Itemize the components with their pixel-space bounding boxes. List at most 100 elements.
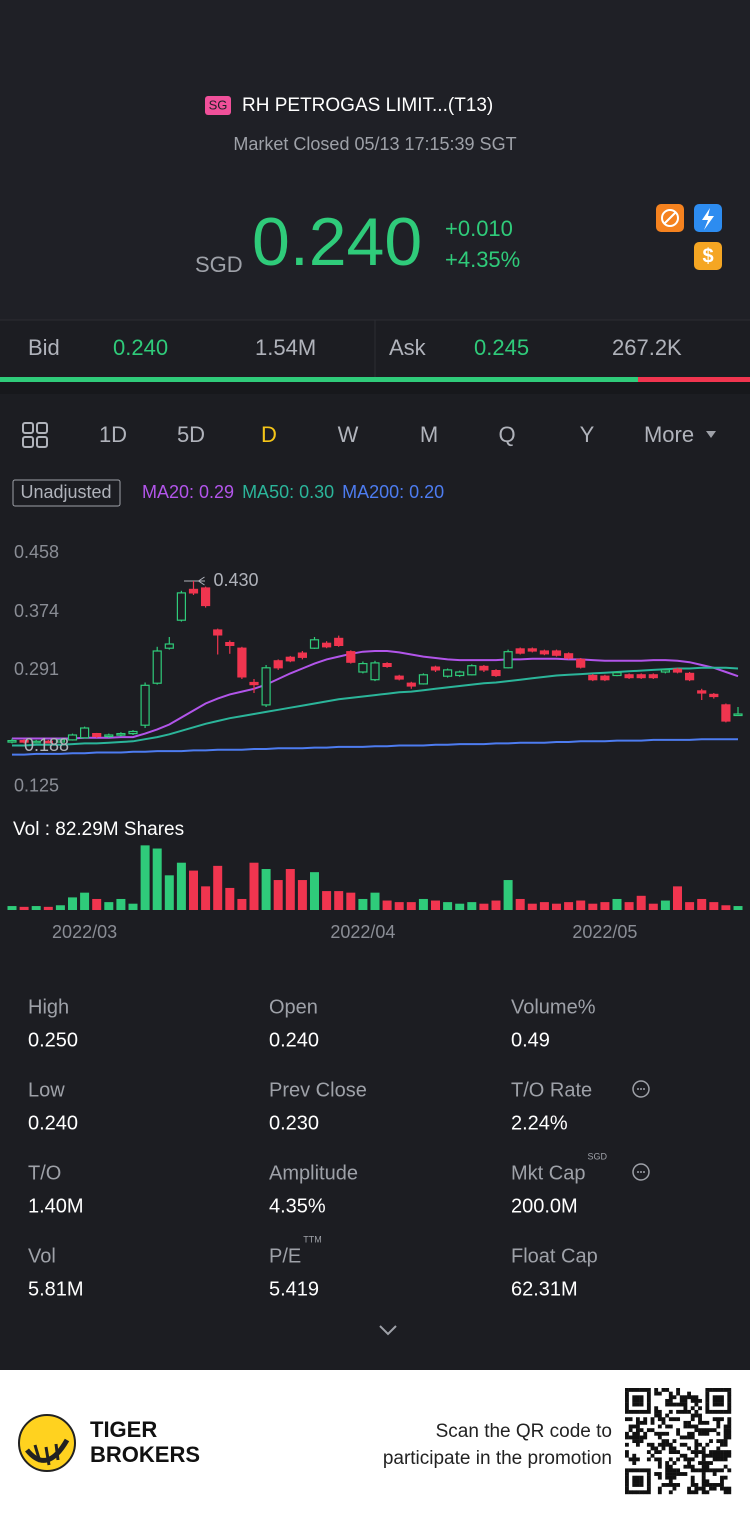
qr-module [712,1417,717,1422]
timeframe-tab[interactable]: Y [580,422,595,447]
adjust-box[interactable] [12,479,121,507]
qr-module [727,1453,732,1458]
qr-module [690,1417,695,1422]
qr-module [694,1413,699,1418]
timeframe-tab[interactable]: W [338,422,359,447]
info-icon-dot [643,1088,645,1090]
stat-label: T/O [28,1162,61,1184]
volume-bar [709,902,719,910]
qr-module [720,1457,724,1462]
qr-module [712,1409,717,1414]
qr-module [657,1409,662,1414]
qr-module [720,1468,724,1473]
qr-module [679,1409,684,1414]
qr-module [625,1468,629,1473]
candle-body [539,650,550,655]
qr-module [683,1409,688,1414]
qr-module [672,1439,677,1444]
volume-bar [503,880,513,910]
expand-chevron[interactable] [379,1325,397,1336]
candle-body [660,669,671,673]
qr-module [657,1472,662,1476]
qr-module [646,1406,651,1411]
qr-module [705,1420,710,1425]
qr-module [657,1457,662,1462]
qr-module [683,1398,688,1403]
qr-module [628,1409,633,1414]
qr-module [705,1409,710,1414]
qr-module [716,1398,721,1403]
qr-module [709,1428,713,1433]
qr-module [668,1483,673,1487]
volume-bar [213,865,223,910]
qr-module [635,1435,640,1440]
market-badge-text: SG [209,97,228,112]
qr-module [632,1461,637,1465]
stat-label: Low [28,1079,65,1101]
candle-body [527,648,537,652]
qr-module [635,1431,640,1436]
volume-bar [515,898,525,910]
qr-module [720,1398,724,1403]
candle-body [55,739,66,743]
qr-module [701,1468,706,1473]
bid-label: Bid [28,335,60,360]
qr-module [654,1446,659,1451]
qr-module [705,1468,710,1473]
qr-module [665,1402,670,1407]
timeframe-tab[interactable]: 1D [99,422,127,447]
timeframe-tab[interactable]: M [420,422,438,447]
qr-module [676,1483,681,1487]
qr-module [683,1442,688,1447]
qr-module [665,1388,670,1392]
qr-module [679,1435,684,1440]
qr-module [657,1442,662,1447]
dollar-icon[interactable] [694,242,722,270]
y-tick-label: 0.291 [14,659,59,679]
qr-module [687,1461,691,1465]
volume-bar [249,862,259,910]
qr-module [661,1420,666,1425]
qr-module [716,1431,721,1436]
qr-module [716,1409,721,1414]
qr-module [668,1409,673,1414]
bid-price: 0.240 [113,335,168,360]
qr-module [698,1398,702,1403]
qr-module [635,1490,640,1495]
qr-module [639,1468,644,1473]
qr-module [639,1490,644,1495]
qr-module [716,1446,721,1451]
qr-module [635,1483,640,1487]
volume-bar [382,900,392,910]
stat-label: P/E [269,1245,301,1267]
qr-module [657,1464,662,1469]
timeframe-tab[interactable]: Q [498,422,515,447]
stat-superscript: TTM [303,1234,322,1244]
qr-module [628,1490,633,1495]
qr-module [712,1395,717,1400]
layout-icon[interactable] [22,422,48,448]
info-icon [632,1080,650,1098]
qr-module [694,1395,699,1400]
timeframe-tab[interactable]: More [644,422,694,447]
qr-module [646,1457,651,1462]
qr-module [683,1402,688,1407]
qr-module [639,1483,644,1487]
volume-bar [128,903,138,910]
qr-module [635,1409,640,1414]
qr-module [705,1479,710,1484]
volume-bar [370,892,380,910]
qr-module [632,1483,637,1487]
timeframe-tab[interactable]: D [261,422,277,447]
qr-module [661,1439,666,1444]
candle-body [648,674,658,679]
qr-module [668,1417,673,1422]
qr-module [628,1428,633,1433]
timeframe-tab[interactable]: 5D [177,422,205,447]
qr-module [635,1417,640,1422]
qr-module [639,1479,644,1484]
qr-module [628,1457,633,1462]
qr-module [694,1398,699,1403]
candle-body [382,662,392,667]
qr-module [676,1391,681,1396]
